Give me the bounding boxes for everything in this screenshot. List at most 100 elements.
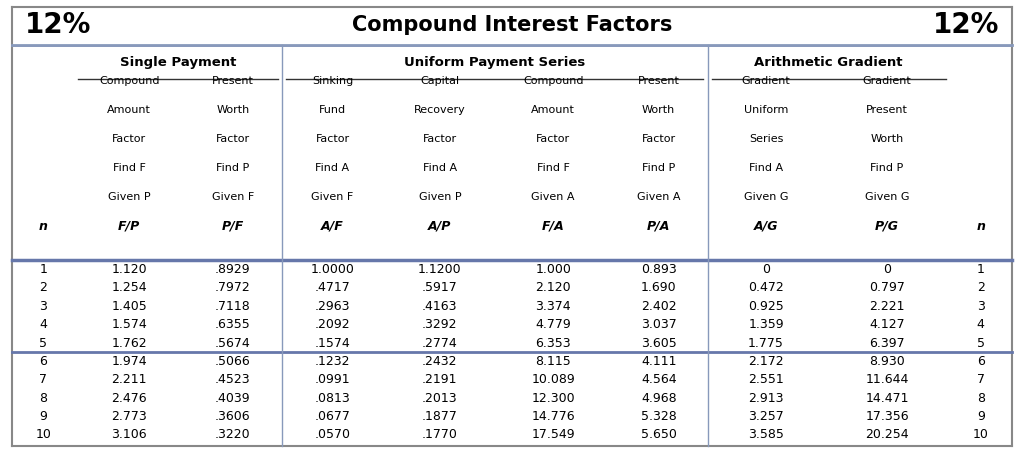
Text: 2.913: 2.913 — [749, 391, 783, 405]
Text: Given A: Given A — [637, 192, 680, 202]
Text: 10: 10 — [973, 428, 988, 441]
Text: .3220: .3220 — [215, 428, 251, 441]
Text: 2.773: 2.773 — [112, 410, 147, 423]
Text: 0: 0 — [883, 263, 891, 276]
Text: Sinking: Sinking — [312, 76, 353, 86]
Text: .4717: .4717 — [314, 281, 350, 294]
Text: 8.930: 8.930 — [869, 355, 905, 368]
Text: 6: 6 — [39, 355, 47, 368]
Text: 1.1200: 1.1200 — [418, 263, 462, 276]
Text: 9: 9 — [977, 410, 985, 423]
Text: Uniform: Uniform — [743, 105, 788, 115]
Text: n: n — [39, 220, 48, 232]
Text: P/G: P/G — [876, 220, 899, 232]
Text: 20.254: 20.254 — [865, 428, 909, 441]
Text: .1232: .1232 — [314, 355, 350, 368]
Text: .1877: .1877 — [422, 410, 458, 423]
Text: 17.549: 17.549 — [531, 428, 574, 441]
Text: .7972: .7972 — [215, 281, 251, 294]
Text: F/A: F/A — [542, 220, 564, 232]
Text: Find A: Find A — [423, 163, 457, 173]
Text: Single Payment: Single Payment — [120, 56, 237, 69]
Text: A/P: A/P — [428, 220, 452, 232]
Text: 5: 5 — [977, 337, 985, 350]
Text: Uniform Payment Series: Uniform Payment Series — [404, 56, 586, 69]
Text: Worth: Worth — [870, 134, 904, 144]
Text: 6: 6 — [977, 355, 985, 368]
Text: Arithmetic Gradient: Arithmetic Gradient — [755, 56, 903, 69]
Text: F/P: F/P — [118, 220, 140, 232]
Text: 11.644: 11.644 — [865, 373, 908, 386]
Text: 1: 1 — [39, 263, 47, 276]
Text: Given A: Given A — [531, 192, 574, 202]
Text: Find F: Find F — [113, 163, 145, 173]
Text: 8: 8 — [39, 391, 47, 405]
Text: .4039: .4039 — [215, 391, 251, 405]
Text: Factor: Factor — [642, 134, 676, 144]
Text: 7: 7 — [977, 373, 985, 386]
Text: .1770: .1770 — [422, 428, 458, 441]
Text: 4.779: 4.779 — [536, 318, 571, 331]
Text: .5917: .5917 — [422, 281, 458, 294]
Text: 0.797: 0.797 — [869, 281, 905, 294]
Text: 0: 0 — [762, 263, 770, 276]
Text: Factor: Factor — [315, 134, 349, 144]
Text: 1.0000: 1.0000 — [310, 263, 354, 276]
Text: .2963: .2963 — [314, 300, 350, 313]
Text: 1: 1 — [977, 263, 985, 276]
Text: 4: 4 — [39, 318, 47, 331]
Text: .3292: .3292 — [422, 318, 458, 331]
Text: 1.974: 1.974 — [112, 355, 147, 368]
Text: 0.472: 0.472 — [749, 281, 784, 294]
Text: Worth: Worth — [642, 105, 675, 115]
Text: 10.089: 10.089 — [531, 373, 575, 386]
Text: 3.106: 3.106 — [112, 428, 147, 441]
Text: Find P: Find P — [216, 163, 250, 173]
Text: .0677: .0677 — [314, 410, 350, 423]
Text: Capital: Capital — [420, 76, 460, 86]
Text: .7118: .7118 — [215, 300, 251, 313]
Text: Find P: Find P — [642, 163, 675, 173]
Text: .6355: .6355 — [215, 318, 251, 331]
Text: 5.650: 5.650 — [641, 428, 677, 441]
Text: Factor: Factor — [423, 134, 457, 144]
Text: .8929: .8929 — [215, 263, 251, 276]
Text: 2.211: 2.211 — [112, 373, 146, 386]
Text: 2.476: 2.476 — [112, 391, 147, 405]
Text: .2092: .2092 — [314, 318, 350, 331]
Text: .5066: .5066 — [215, 355, 251, 368]
Text: 2: 2 — [977, 281, 985, 294]
Text: 9: 9 — [39, 410, 47, 423]
Text: Factor: Factor — [216, 134, 250, 144]
Text: 14.471: 14.471 — [865, 391, 909, 405]
Text: .0813: .0813 — [314, 391, 350, 405]
Text: 2: 2 — [39, 281, 47, 294]
Text: A/G: A/G — [754, 220, 778, 232]
Text: 3: 3 — [39, 300, 47, 313]
Text: 3.605: 3.605 — [641, 337, 677, 350]
Text: 4.564: 4.564 — [641, 373, 677, 386]
Text: Recovery: Recovery — [414, 105, 466, 115]
Text: .4163: .4163 — [422, 300, 458, 313]
Text: 2.120: 2.120 — [536, 281, 571, 294]
Text: 2.172: 2.172 — [749, 355, 783, 368]
Text: 12%: 12% — [25, 11, 91, 39]
Text: .0570: .0570 — [314, 428, 350, 441]
Text: 3.374: 3.374 — [536, 300, 571, 313]
Text: Worth: Worth — [216, 105, 250, 115]
Text: 6.397: 6.397 — [869, 337, 905, 350]
Text: n: n — [976, 220, 985, 232]
Text: 0.893: 0.893 — [641, 263, 677, 276]
Text: 5: 5 — [39, 337, 47, 350]
Text: 0.925: 0.925 — [749, 300, 784, 313]
Text: Compound Interest Factors: Compound Interest Factors — [352, 15, 672, 35]
Text: 8.115: 8.115 — [536, 355, 571, 368]
Text: .4523: .4523 — [215, 373, 251, 386]
Text: Find A: Find A — [749, 163, 783, 173]
Text: 6.353: 6.353 — [536, 337, 571, 350]
Text: Compound: Compound — [99, 76, 160, 86]
Text: Present: Present — [212, 76, 254, 86]
Text: Gradient: Gradient — [862, 76, 911, 86]
Text: .0991: .0991 — [314, 373, 350, 386]
Text: 1.775: 1.775 — [749, 337, 784, 350]
